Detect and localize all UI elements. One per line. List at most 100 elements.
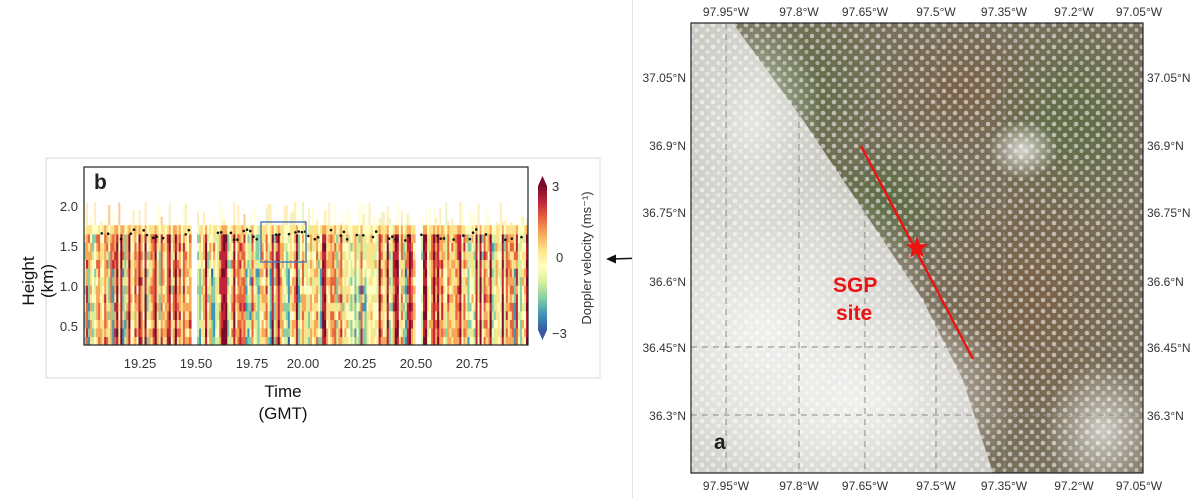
heatmap-cell	[275, 310, 279, 320]
x-axis-label: Time (GMT)	[215, 381, 351, 425]
cloud-base-point	[442, 237, 446, 240]
heatmap-cell	[429, 276, 432, 286]
heatmap-cell	[423, 327, 426, 338]
heatmap-cell	[370, 242, 374, 252]
heatmap-cell	[503, 268, 507, 278]
heatmap-cell	[182, 242, 186, 252]
heatmap-cell	[174, 310, 178, 320]
heatmap-cell	[245, 327, 249, 338]
heatmap-cell	[340, 327, 343, 338]
heatmap-cell	[156, 302, 160, 312]
heatmap-cell	[156, 268, 160, 278]
heatmap-cell	[326, 319, 329, 329]
heatmap-cell	[493, 302, 497, 312]
heatmap-cell	[348, 285, 351, 295]
heatmap-cell	[263, 242, 267, 252]
heatmap-cell	[130, 327, 134, 338]
heatmap-cell	[384, 276, 388, 286]
heatmap-cell	[128, 242, 132, 252]
site-label-line1: SGP	[833, 274, 877, 297]
heatmap-cell	[223, 250, 226, 261]
heatmap-cell	[162, 327, 166, 338]
heatmap-cell	[412, 336, 416, 345]
heatmap-cell	[366, 293, 370, 303]
heatmap-cell	[408, 268, 412, 278]
heatmap-cell	[170, 302, 174, 312]
heatmap-cell	[144, 285, 148, 295]
heatmap-cell	[166, 319, 170, 329]
heatmap-cell	[136, 276, 140, 286]
heatmap-cell	[517, 302, 521, 312]
heatmap-cell	[243, 213, 246, 226]
heatmap-cell	[501, 336, 505, 345]
heatmap-cell	[350, 293, 354, 303]
heatmap-cell	[122, 302, 125, 312]
heatmap-cell	[507, 225, 511, 235]
heatmap-cell	[209, 259, 212, 269]
heatmap-cell	[356, 225, 360, 235]
heatmap-cell	[168, 310, 172, 320]
heatmap-cell	[164, 250, 168, 261]
heatmap-cell	[152, 293, 156, 303]
heatmap-cell	[219, 293, 222, 303]
heatmap-cell	[156, 285, 160, 295]
heatmap-cell	[376, 285, 380, 295]
heatmap-cell	[243, 276, 247, 286]
heatmap-cell	[519, 319, 523, 329]
heatmap-cell	[203, 327, 206, 338]
heatmap-cell	[392, 293, 396, 303]
heatmap-cell	[479, 225, 483, 235]
heatmap-cell	[497, 276, 501, 286]
heatmap-cell	[521, 319, 525, 329]
heatmap-cell	[118, 225, 121, 235]
heatmap-cell	[126, 285, 129, 295]
heatmap-cell	[449, 268, 452, 278]
heatmap-cell	[263, 276, 267, 286]
heatmap-cell	[261, 285, 265, 295]
heatmap-cell	[346, 285, 349, 295]
heatmap-cell	[459, 276, 462, 286]
heatmap-cell	[457, 319, 460, 329]
heatmap-cell	[499, 202, 502, 226]
heatmap-cell	[217, 285, 220, 295]
heatmap-cell	[507, 302, 511, 312]
heatmap-cell	[475, 259, 479, 269]
heatmap-cell	[160, 319, 164, 329]
heatmap-cell	[477, 327, 481, 338]
heatmap-cell	[396, 336, 400, 345]
heatmap-cell	[489, 302, 493, 312]
heatmap-cell	[180, 285, 184, 295]
cloud-base-point	[374, 230, 378, 233]
heatmap-cell	[164, 225, 168, 235]
heatmap-cell	[441, 302, 444, 312]
heatmap-cell	[277, 310, 281, 320]
heatmap-cell	[384, 220, 387, 226]
heatmap-cell	[453, 259, 456, 269]
heatmap-cell	[297, 233, 301, 243]
heatmap-cell	[112, 250, 115, 261]
lon-tick-label: 97.2°W	[1054, 5, 1094, 19]
heatmap-cell	[483, 319, 487, 329]
heatmap-cell	[453, 233, 456, 243]
heatmap-cell	[318, 250, 321, 261]
heatmap-cell	[475, 319, 479, 329]
heatmap-cell	[207, 319, 210, 329]
heatmap-cell	[467, 310, 471, 320]
heatmap-cell	[88, 233, 91, 243]
heatmap-cell	[144, 336, 148, 345]
heatmap-cell	[150, 327, 154, 338]
heatmap-cell	[412, 310, 416, 320]
heatmap-cell	[368, 319, 372, 329]
heatmap-cell	[360, 225, 364, 235]
heatmap-cell	[469, 336, 473, 345]
heatmap-cell	[350, 302, 354, 312]
heatmap-cell	[94, 233, 97, 243]
heatmap-cell	[314, 268, 317, 278]
heatmap-cell	[132, 336, 136, 345]
heatmap-cell	[513, 259, 517, 269]
heatmap-cell	[176, 233, 180, 243]
heatmap-cell	[205, 250, 208, 261]
heatmap-cell	[233, 336, 236, 345]
heatmap-cell	[326, 268, 329, 278]
heatmap-cell	[247, 302, 251, 312]
